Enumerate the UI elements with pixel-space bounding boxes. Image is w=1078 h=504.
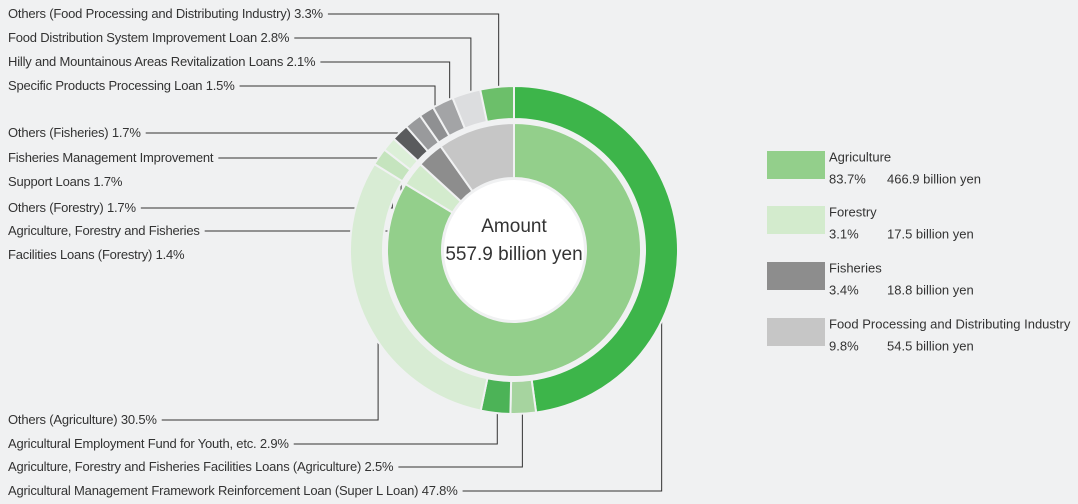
legend-percent: 83.7% [829,171,866,186]
segment-label: Agriculture, Forestry and Fisheries Faci… [8,219,218,267]
leader-line [327,13,500,103]
legend-name: Agriculture [829,149,891,164]
segment-value: 2.8% [260,30,290,45]
segment-name: Others (Forestry) [8,200,104,215]
leader-line [161,308,379,421]
segment-value: 2.1% [286,54,316,69]
segment-name: Agriculture, Forestry and Fisheries Faci… [8,223,200,262]
segment-value: 1.4% [155,247,185,262]
legend-amount: 54.5 billion yen [887,338,974,353]
segment-value: 3.3% [294,6,323,21]
segment-name: Agricultural Management Framework Reinfo… [8,483,419,498]
rings [349,84,679,415]
segment-name: Food Distribution System Improvement Loa… [8,30,258,45]
legend-percent: 3.4% [829,282,859,297]
legend-amount: 18.8 billion yen [887,282,974,297]
leader-line [294,37,472,109]
segment-label: Fisheries Management Improvement Support… [8,146,236,194]
center-hole [444,180,584,320]
legend-swatch [767,318,825,346]
legend-swatch [767,151,825,179]
legend-percent: 3.1% [829,226,859,241]
segment-name: Specific Products Processing Loan [8,78,203,93]
segment-name: Others (Agriculture) [8,412,118,427]
segment-label: Agricultural Management Framework Reinfo… [8,479,458,503]
inner-segment [386,121,642,378]
legend-percent: 9.8% [829,338,859,353]
segment-name: Fisheries Management Improvement Support… [8,150,214,189]
legend-swatch [767,206,825,234]
segment-value: 2.5% [364,459,394,474]
segment-name: Agricultural Employment Fund for Youth, … [8,436,257,451]
legend-name: Food Processing and Distributing Industr… [829,316,1071,331]
legend-name: Fisheries [829,260,882,275]
segment-value: 2.9% [259,436,289,451]
segment-name: Hilly and Mountainous Areas Revitalizati… [8,54,284,69]
segment-label: Others (Fisheries) 1.7% [8,121,141,145]
leader-line [239,85,436,125]
outer-segment [513,84,679,414]
outer-segment [509,378,538,415]
segment-label: Agricultural Employment Fund for Youth, … [8,432,289,456]
segment-name: Others (Fisheries) [8,125,109,140]
inner-segment [439,121,515,193]
segment-label: Others (Food Processing and Distributing… [8,2,323,26]
segment-value: 1.7% [93,174,123,189]
segment-value: 1.7% [111,125,141,140]
segment-value: 30.5% [120,412,157,427]
segment-value: 47.8% [421,483,458,498]
legend-amount: 17.5 billion yen [887,226,974,241]
segment-name: Agriculture, Forestry and Fisheries Faci… [8,459,362,474]
center-value: 557.9 billion yen [445,244,582,265]
segment-value: 1.7% [106,200,136,215]
legend: Agriculture 83.7% 466.9 billion yen Forestr… [767,149,1071,353]
segment-label: Agriculture, Forestry and Fisheries Faci… [8,455,394,479]
leader-line [398,397,523,468]
segment-label: Specific Products Processing Loan 1.5% [8,74,235,98]
segment-label: Hilly and Mountainous Areas Revitalizati… [8,50,316,74]
center-title: Amount [481,216,547,237]
segment-label: Food Distribution System Improvement Loa… [8,26,289,50]
legend-name: Forestry [829,204,877,219]
outer-segment [479,84,515,123]
segment-label: Others (Forestry) 1.7% [8,196,136,220]
legend-amount: 466.9 billion yen [887,171,981,186]
segment-name: Others (Food Processing and Distributing… [8,6,291,21]
segment-value: 1.5% [205,78,235,93]
segment-label: Others (Agriculture) 30.5% [8,408,157,432]
legend-swatch [767,262,825,290]
